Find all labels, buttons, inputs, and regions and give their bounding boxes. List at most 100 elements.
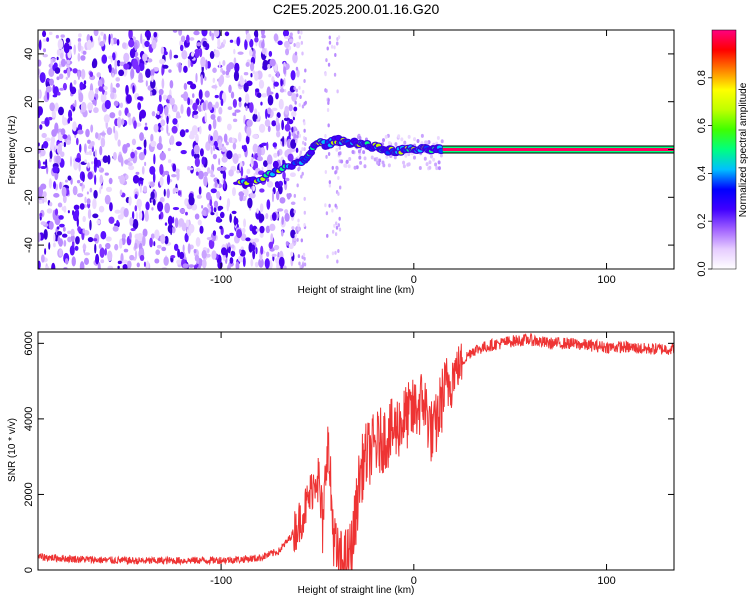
snr-frame — [37, 331, 675, 571]
heatmap-noise-cell — [282, 135, 285, 147]
heatmap-noise-cell — [334, 250, 337, 255]
heatmap-noise-cell — [117, 214, 124, 220]
heatmap-noise-cell — [67, 117, 71, 124]
heatmap-noise-cell — [125, 174, 129, 180]
heatmap-noise-cell — [169, 135, 175, 146]
heatmap-noise-cell — [209, 199, 213, 207]
heatmap-noise-cell — [246, 126, 252, 137]
heatmap-noise-cell — [128, 165, 135, 171]
heatmap-noise-cell — [62, 226, 66, 232]
heatmap-noise-cell — [256, 208, 259, 214]
heatmap-noise-cell — [56, 76, 60, 81]
heatmap-noise-cell — [230, 244, 235, 249]
heatmap-noise-cell — [190, 51, 195, 57]
heatmap-noise-cell — [180, 94, 186, 99]
heatmap-noise-cell — [259, 232, 264, 238]
heatmap-noise-cell — [90, 161, 94, 165]
heatmap-noise-cell — [373, 157, 377, 162]
heatmap-noise-cell — [172, 206, 180, 211]
heatmap-noise-cell — [252, 185, 256, 192]
heatmap-noise-cell — [87, 139, 91, 144]
heatmap-noise-cell — [153, 153, 156, 165]
heatmap-noise-cell — [260, 245, 264, 255]
heatmap-noise-cell — [123, 52, 130, 63]
heatmap-noise-cell — [303, 128, 306, 133]
heatmap-noise-cell — [204, 112, 207, 123]
heatmap-noise-cell — [148, 32, 151, 39]
heatmap-noise-cell — [176, 123, 179, 128]
heatmap-noise-cell — [237, 255, 245, 263]
heatmap-noise-cell — [90, 124, 94, 133]
heatmap-noise-cell — [160, 127, 164, 131]
heatmap-noise-cell — [79, 203, 85, 210]
heatmap-noise-cell — [382, 138, 386, 143]
spectrogram-axes: -100 0 100 -40 -20 0 20 40 — [23, 30, 674, 286]
heatmap-noise-cell — [242, 256, 246, 268]
heatmap-noise-cell — [288, 104, 293, 112]
heatmap-noise-cell — [144, 126, 148, 131]
heatmap-noise-cell — [44, 137, 51, 142]
heatmap-noise-cell — [275, 92, 279, 100]
heatmap-noise-cell — [400, 137, 404, 142]
heatmap-noise-cell — [212, 67, 217, 73]
heatmap-noise-cell — [210, 188, 217, 194]
heatmap-noise-cell — [78, 92, 84, 103]
heatmap-noise-cell — [199, 125, 202, 135]
heatmap-noise-cell — [238, 191, 245, 197]
heatmap-noise-cell — [226, 202, 229, 212]
heatmap-noise-cell — [65, 139, 71, 145]
heatmap-noise-cell — [179, 44, 184, 52]
heatmap-noise-cell — [173, 243, 179, 251]
heatmap-noise-cell — [257, 111, 260, 121]
heatmap-noise-cell — [232, 142, 237, 150]
heatmap-noise-cell — [96, 72, 101, 78]
heatmap-noise-cell — [223, 178, 226, 189]
heatmap-noise-cell — [150, 91, 153, 97]
heatmap-noise-cell — [129, 217, 134, 226]
heatmap-noise-cell — [187, 57, 191, 68]
heatmap-noise-cell — [123, 63, 130, 70]
heatmap-noise-cell — [159, 197, 165, 203]
heatmap-noise-cell — [108, 63, 112, 73]
heatmap-noise-cell — [139, 183, 142, 194]
heatmap-noise-cell — [428, 165, 432, 170]
heatmap-noise-cell — [167, 147, 171, 152]
heatmap-noise-cell — [73, 204, 80, 211]
heatmap-noise-cell — [303, 196, 306, 201]
heatmap-noise-cell — [214, 94, 219, 99]
heatmap-noise-cell — [326, 107, 330, 112]
heatmap-noise-cell — [93, 107, 99, 114]
heatmap-noise-cell — [115, 77, 121, 82]
heatmap-noise-cell — [63, 141, 67, 148]
heatmap-noise-cell — [73, 44, 76, 55]
heatmap-noise-cell — [145, 201, 150, 211]
heatmap-noise-cell — [110, 38, 114, 46]
heatmap-noise-cell — [251, 225, 258, 235]
heatmap-noise-cell — [233, 48, 236, 55]
heatmap-noise-cell — [119, 61, 125, 67]
heatmap-noise-cell — [118, 109, 122, 117]
heatmap-noise-cell — [151, 39, 157, 50]
heatmap-noise-cell — [219, 211, 225, 219]
heatmap-noise-cell — [38, 232, 41, 243]
heatmap-noise-cell — [288, 131, 291, 139]
chart-title: C2E5.2025.200.01.16.G20 — [273, 1, 440, 17]
heatmap-noise-cell — [172, 187, 179, 193]
heatmap-noise-cell — [418, 165, 422, 170]
heatmap-noise-cell — [387, 163, 391, 168]
colorbar-tick-label: 0.4 — [696, 166, 708, 181]
heatmap-noise-cell — [89, 187, 93, 193]
heatmap-noise-cell — [363, 164, 367, 169]
heatmap-noise-cell — [58, 215, 64, 220]
heatmap-noise-cell — [353, 165, 357, 170]
heatmap-noise-cell — [267, 125, 271, 133]
heatmap-noise-cell — [221, 156, 228, 163]
heatmap-noise-cell — [168, 69, 172, 73]
heatmap-noise-cell — [110, 82, 113, 93]
heatmap-noise-cell — [53, 62, 58, 69]
heatmap-noise-cell — [278, 98, 284, 110]
heatmap-noise-cell — [38, 39, 42, 51]
heatmap-noise-cell — [387, 141, 391, 146]
heatmap-noise-cell — [80, 55, 86, 61]
